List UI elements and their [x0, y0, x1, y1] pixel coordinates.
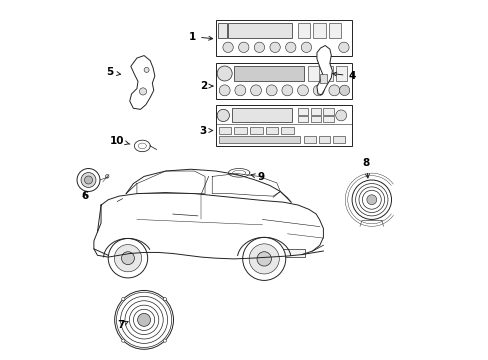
Circle shape [249, 244, 279, 274]
Text: 1: 1 [188, 32, 212, 41]
Circle shape [217, 66, 232, 81]
Circle shape [219, 85, 230, 96]
Circle shape [163, 297, 166, 301]
Circle shape [339, 85, 349, 95]
Circle shape [242, 237, 285, 280]
Circle shape [301, 42, 311, 53]
Circle shape [115, 291, 173, 349]
Circle shape [254, 42, 264, 53]
Bar [215, 105, 351, 146]
Circle shape [351, 180, 391, 220]
Circle shape [250, 85, 261, 96]
Bar [232, 108, 291, 122]
Bar [297, 23, 309, 39]
Circle shape [77, 168, 100, 192]
Circle shape [366, 195, 376, 204]
Circle shape [116, 292, 171, 347]
Bar [297, 108, 307, 114]
Bar [323, 116, 333, 122]
Bar [328, 23, 341, 39]
Circle shape [223, 42, 233, 53]
Circle shape [84, 176, 92, 184]
Circle shape [328, 85, 339, 96]
Circle shape [105, 175, 109, 178]
Text: 6: 6 [81, 191, 88, 201]
Bar [297, 116, 307, 122]
Bar [332, 136, 344, 143]
Circle shape [335, 110, 346, 121]
Circle shape [281, 85, 292, 96]
Bar [310, 116, 320, 122]
Bar [280, 249, 305, 257]
Circle shape [217, 109, 229, 122]
Bar [227, 23, 291, 39]
Bar [322, 66, 332, 81]
Circle shape [265, 85, 277, 96]
Circle shape [122, 297, 124, 301]
Circle shape [297, 85, 308, 96]
Bar [234, 127, 246, 134]
Circle shape [257, 252, 271, 266]
Text: 7: 7 [117, 320, 128, 330]
Circle shape [139, 88, 146, 95]
Bar [335, 66, 346, 81]
Polygon shape [129, 55, 155, 109]
Text: 2: 2 [199, 81, 212, 91]
Circle shape [163, 339, 166, 342]
Text: 10: 10 [110, 136, 130, 145]
Text: 4: 4 [332, 71, 355, 81]
Circle shape [144, 67, 149, 72]
Bar [319, 74, 326, 83]
Circle shape [338, 42, 348, 53]
Bar [218, 136, 300, 143]
Circle shape [269, 42, 280, 53]
Bar [215, 63, 351, 99]
Bar [323, 108, 333, 114]
Circle shape [313, 85, 324, 96]
Circle shape [108, 238, 147, 278]
Circle shape [81, 172, 96, 188]
Circle shape [114, 244, 142, 272]
Bar [215, 21, 351, 56]
Text: 9: 9 [250, 172, 264, 182]
Bar [308, 66, 319, 81]
Text: 5: 5 [106, 67, 121, 77]
Bar [265, 127, 278, 134]
Circle shape [285, 42, 295, 53]
Text: 3: 3 [199, 126, 212, 135]
Bar [233, 66, 304, 81]
Circle shape [238, 42, 248, 53]
Bar [318, 136, 329, 143]
Circle shape [121, 252, 134, 265]
Bar [310, 108, 320, 114]
Bar [218, 127, 231, 134]
Bar [281, 127, 294, 134]
Circle shape [122, 339, 124, 342]
Circle shape [234, 85, 245, 96]
Bar [217, 23, 227, 39]
Bar [313, 23, 325, 39]
Polygon shape [316, 45, 332, 95]
Circle shape [137, 314, 150, 326]
Bar [249, 127, 262, 134]
Text: 8: 8 [362, 158, 369, 178]
Bar [304, 136, 315, 143]
